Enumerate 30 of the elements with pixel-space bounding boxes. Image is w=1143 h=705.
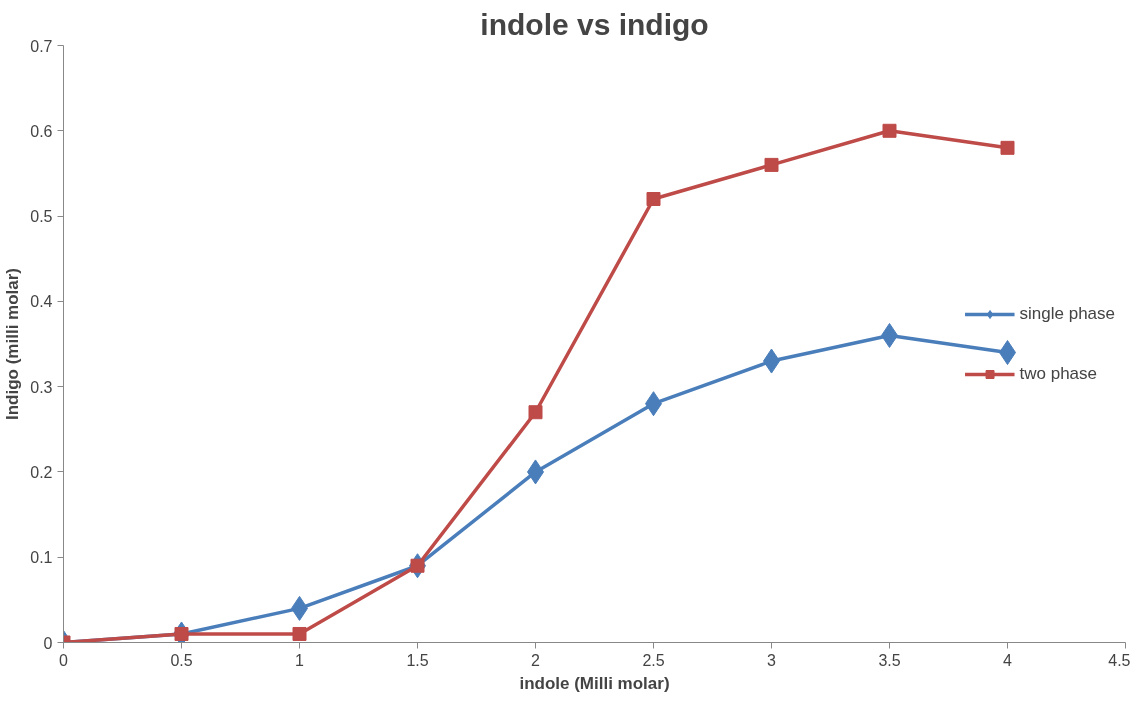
x-tick-label: 4 [1003, 651, 1013, 669]
y-tick-label: 0.2 [30, 463, 53, 481]
legend-label: single phase [1019, 303, 1115, 324]
y-tick-label: 0.6 [30, 122, 53, 140]
point [528, 405, 543, 420]
x-tick-label: 4.5 [1108, 651, 1131, 669]
x-axis-title: indole (Milli molar) [519, 673, 670, 693]
x-tick-label: 3.5 [878, 651, 901, 669]
y-tick-label: 0.7 [30, 37, 53, 55]
chart-title: indole vs indigo [480, 7, 709, 41]
legend-label: two phase [1019, 363, 1098, 384]
x-tick-label: 1 [295, 651, 305, 669]
x-tick-label: 2.5 [642, 651, 665, 669]
y-tick-label: 0.3 [30, 378, 53, 396]
y-tick-label: 0.4 [30, 293, 53, 311]
point [174, 626, 189, 641]
point [292, 626, 307, 641]
point [646, 192, 661, 207]
x-tick-label: 3 [767, 651, 777, 669]
point [764, 157, 779, 172]
x-tick-label: 0 [59, 651, 69, 669]
y-tick-label: 0.5 [30, 208, 53, 226]
x-tick-label: 0.5 [170, 651, 193, 669]
point [1000, 140, 1015, 155]
y-axis-title: Indigo (milli molar) [3, 267, 23, 421]
y-tick-label: 0 [43, 634, 53, 652]
y-tick-label: 0.1 [30, 549, 53, 567]
point [882, 123, 897, 138]
x-tick-label: 1.5 [406, 651, 429, 669]
x-tick-label: 2 [531, 651, 541, 669]
